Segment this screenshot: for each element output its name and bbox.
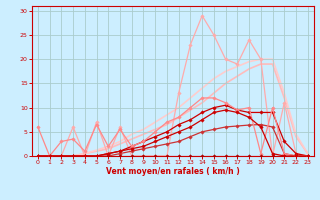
X-axis label: Vent moyen/en rafales ( km/h ): Vent moyen/en rafales ( km/h ) [106,167,240,176]
